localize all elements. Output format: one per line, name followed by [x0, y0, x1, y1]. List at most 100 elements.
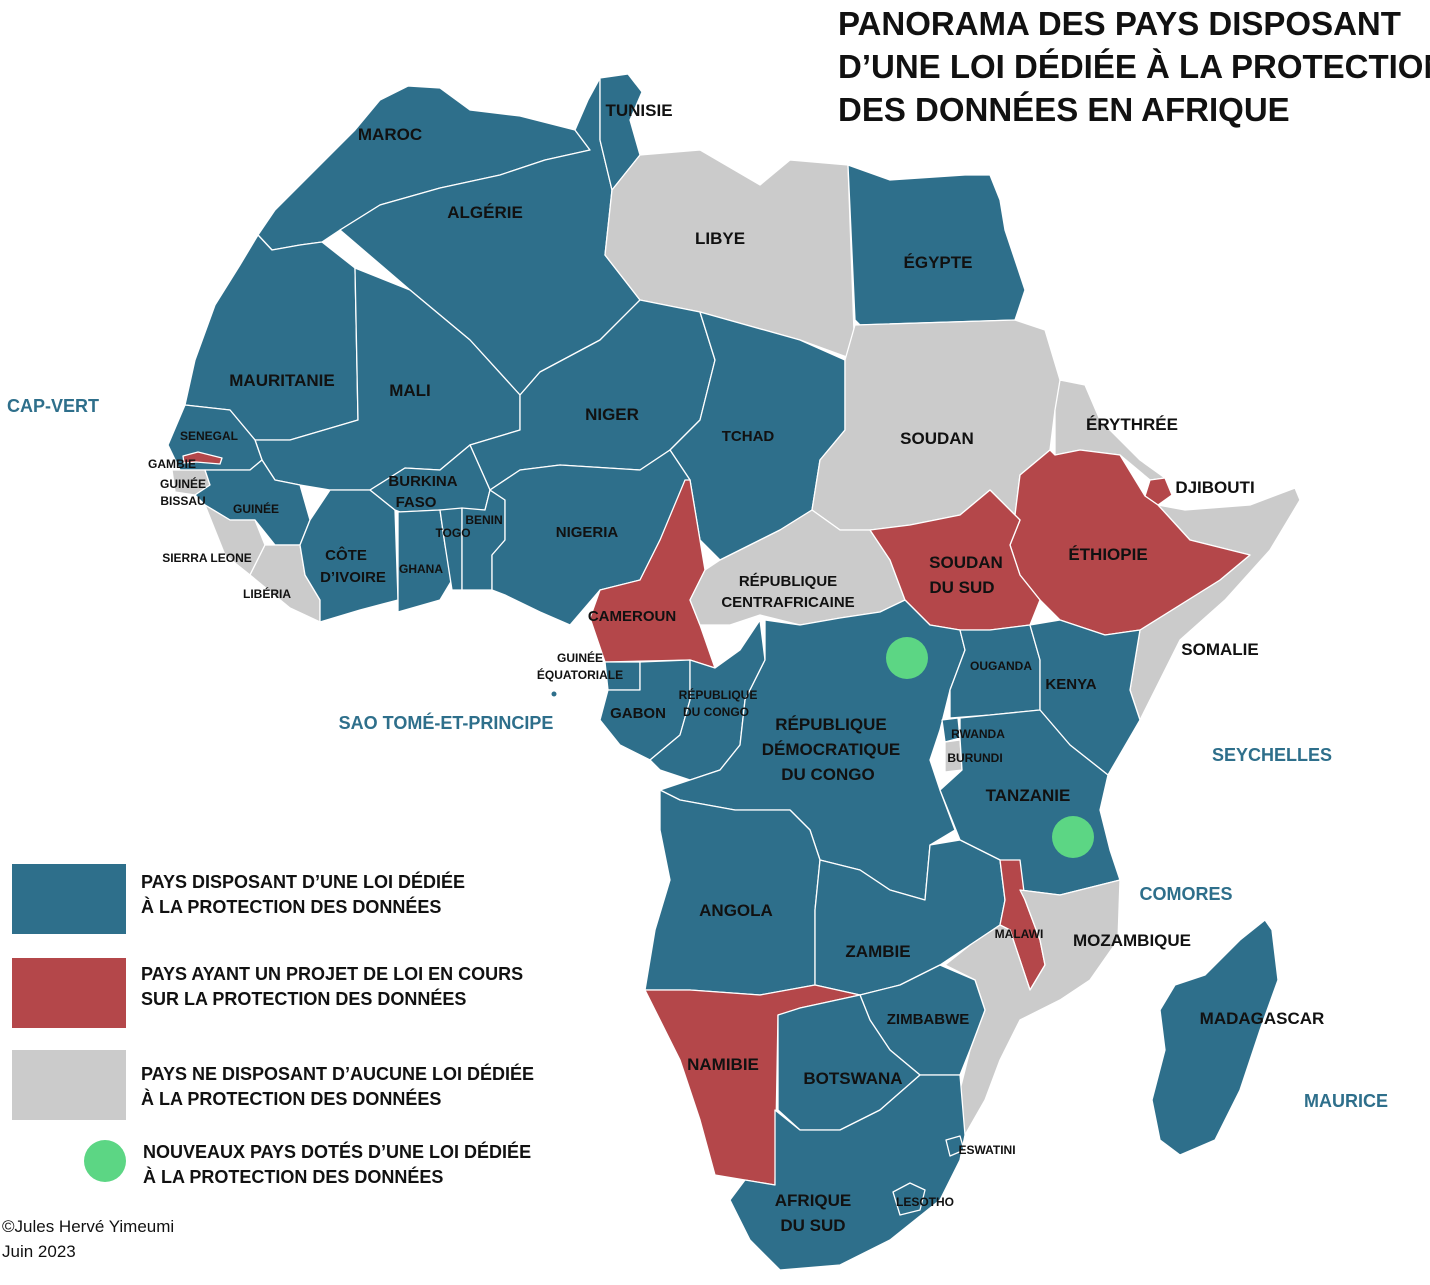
legend-law-line-2: À LA PROTECTION DES DONNÉES — [141, 897, 442, 917]
label-seychelles: SEYCHELLES — [1212, 745, 1332, 765]
label-djibouti: DJIBOUTI — [1175, 478, 1254, 497]
title-line-3: DES DONNÉES EN AFRIQUE — [838, 91, 1290, 128]
label-congo-2: DU CONGO — [683, 705, 749, 719]
country-eswatini — [945, 1135, 965, 1157]
label-algerie: ALGÉRIE — [447, 203, 523, 222]
label-sao-tome: SAO TOMÉ-ET-PRINCIPE — [339, 712, 554, 733]
country-tunisie — [599, 73, 643, 191]
label-rca-2: CENTRAFRICAINE — [721, 594, 854, 611]
label-gabon: GABON — [610, 705, 666, 722]
label-malawi: MALAWI — [995, 927, 1044, 941]
label-senegal: SENEGAL — [180, 429, 238, 443]
title-line-1: PANORAMA DES PAYS DISPOSANT — [838, 5, 1401, 42]
label-soudan: SOUDAN — [900, 429, 974, 448]
label-ghana: GHANA — [399, 562, 443, 576]
label-kenya: KENYA — [1045, 676, 1096, 693]
label-libye: LIBYE — [695, 229, 745, 248]
legend-law-line-1: PAYS DISPOSANT D’UNE LOI DÉDIÉE — [141, 872, 466, 892]
label-guinee: GUINÉE — [233, 501, 279, 516]
label-angola: ANGOLA — [699, 901, 773, 920]
country-kenya — [1029, 619, 1141, 776]
label-sierra-leone: SIERRA LEONE — [162, 551, 252, 565]
label-zambie: ZAMBIE — [845, 942, 910, 961]
label-rdc-1: RÉPUBLIQUE — [775, 715, 886, 734]
label-rdc-2: DÉMOCRATIQUE — [762, 740, 901, 759]
country-djibouti — [1144, 477, 1173, 506]
label-tanzanie: TANZANIE — [986, 786, 1071, 805]
label-maurice: MAURICE — [1304, 1091, 1388, 1111]
new-law-marker-rdc — [886, 637, 928, 679]
title-line-2: D’UNE LOI DÉDIÉE À LA PROTECTION — [838, 48, 1430, 85]
label-mauritanie: MAURITANIE — [229, 371, 334, 390]
label-gambie: GAMBIE — [148, 457, 196, 471]
legend-text-draft: PAYS AYANT UN PROJET DE LOI EN COURS SUR… — [141, 962, 523, 1012]
label-cameroun: CAMEROUN — [588, 608, 676, 625]
label-ethiopie: ÉTHIOPIE — [1068, 545, 1147, 564]
legend-none-line-1: PAYS NE DISPOSANT D’AUCUNE LOI DÉDIÉE — [141, 1064, 535, 1084]
sao-tome-dot — [551, 691, 557, 697]
label-botswana: BOTSWANA — [803, 1069, 902, 1088]
country-libye — [604, 149, 856, 361]
label-burkina-1: BURKINA — [388, 473, 457, 490]
label-rwanda: RWANDA — [951, 727, 1005, 741]
label-niger: NIGER — [585, 405, 639, 424]
country-togo — [439, 507, 463, 591]
legend-swatch-none — [12, 1050, 126, 1120]
country-gambie — [182, 451, 223, 465]
country-lesotho — [892, 1182, 926, 1216]
credit-date: Juin 2023 — [2, 1242, 76, 1261]
credit-author: ©Jules Hervé Yimeumi — [2, 1217, 175, 1236]
label-tunisie: TUNISIE — [605, 101, 672, 120]
label-guinee-bissau-1: GUINÉE — [160, 476, 206, 491]
label-tchad: TCHAD — [722, 428, 775, 445]
label-erythree: ÉRYTHRÉE — [1086, 415, 1178, 434]
new-law-marker-tanzanie — [1052, 816, 1094, 858]
legend-none-line-2: À LA PROTECTION DES DONNÉES — [141, 1089, 442, 1109]
label-namibie: NAMIBIE — [687, 1055, 759, 1074]
label-lesotho: LESOTHO — [896, 1195, 954, 1209]
label-cote-divoire-1: CÔTE — [325, 546, 367, 564]
legend-text-new: NOUVEAUX PAYS DOTÉS D’UNE LOI DÉDIÉE À L… — [143, 1140, 531, 1190]
label-mozambique: MOZAMBIQUE — [1073, 931, 1191, 950]
label-afrique-sud-1: AFRIQUE — [775, 1191, 852, 1210]
label-burundi: BURUNDI — [947, 751, 1002, 765]
country-egypte — [847, 164, 1026, 326]
legend-dot-new — [84, 1140, 126, 1182]
label-guinee-eq-2: ÉQUATORIALE — [537, 667, 623, 682]
legend-text-law: PAYS DISPOSANT D’UNE LOI DÉDIÉE À LA PRO… — [141, 870, 465, 920]
label-togo: TOGO — [435, 526, 470, 540]
label-maroc: MAROC — [358, 125, 422, 144]
legend-swatch-law — [12, 864, 126, 934]
label-cote-divoire-2: D’IVOIRE — [320, 569, 386, 586]
legend-text-none: PAYS NE DISPOSANT D’AUCUNE LOI DÉDIÉE À … — [141, 1062, 534, 1112]
label-cap-vert: CAP-VERT — [7, 396, 99, 416]
label-guinee-bissau-2: BISSAU — [160, 494, 205, 508]
label-liberia: LIBÉRIA — [243, 586, 291, 601]
label-guinee-eq-1: GUINÉE — [557, 650, 603, 665]
label-ouganda: OUGANDA — [970, 659, 1032, 673]
label-comores: COMORES — [1139, 884, 1232, 904]
label-egypte: ÉGYPTE — [904, 253, 973, 272]
label-burkina-2: FASO — [396, 494, 437, 511]
legend-swatch-draft — [12, 958, 126, 1028]
label-soudan-sud-1: SOUDAN — [929, 553, 1003, 572]
label-rdc-3: DU CONGO — [781, 765, 875, 784]
page-title: PANORAMA DES PAYS DISPOSANT D’UNE LOI DÉ… — [838, 2, 1430, 131]
label-madagascar: MADAGASCAR — [1200, 1009, 1325, 1028]
label-rca-1: RÉPUBLIQUE — [739, 573, 837, 590]
legend-draft-line-1: PAYS AYANT UN PROJET DE LOI EN COURS — [141, 964, 524, 984]
label-eswatini: ESWATINI — [958, 1143, 1015, 1157]
legend-new-line-1: NOUVEAUX PAYS DOTÉS D’UNE LOI DÉDIÉE — [143, 1142, 532, 1162]
label-somalie: SOMALIE — [1181, 640, 1258, 659]
label-congo-1: RÉPUBLIQUE — [679, 687, 758, 702]
country-afrique-sud — [729, 1074, 966, 1271]
label-nigeria: NIGERIA — [556, 524, 619, 541]
legend-draft-line-2: SUR LA PROTECTION DES DONNÉES — [141, 989, 467, 1009]
label-mali: MALI — [389, 381, 431, 400]
label-benin: BENIN — [465, 513, 502, 527]
country-madagascar — [1151, 919, 1279, 1156]
label-soudan-sud-2: DU SUD — [929, 578, 994, 597]
country-angola — [644, 789, 821, 996]
label-zimbabwe: ZIMBABWE — [887, 1011, 970, 1028]
